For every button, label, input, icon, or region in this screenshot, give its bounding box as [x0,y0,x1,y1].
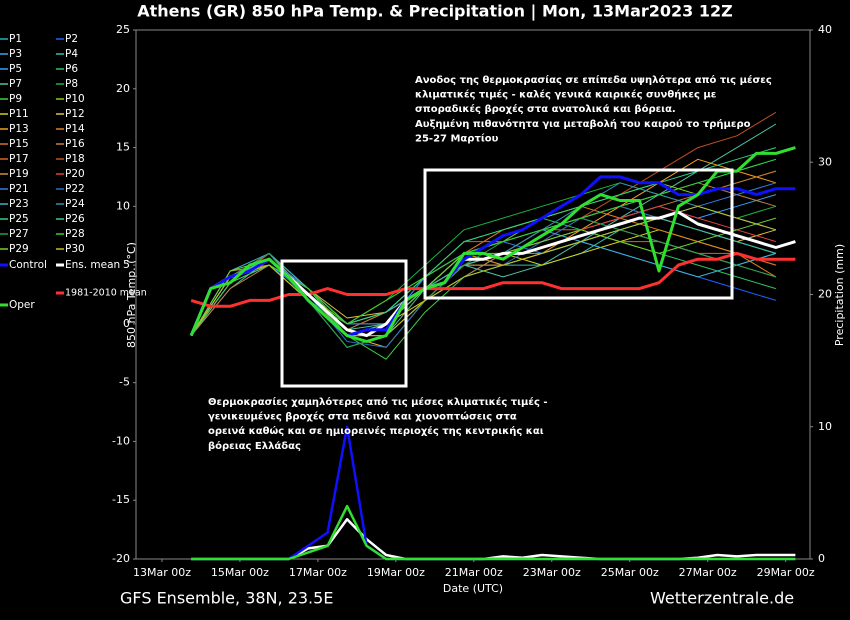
legend-label: P5 [9,63,22,75]
x-tick-label: 23Mar 00z [523,566,581,579]
legend-label: P20 [65,168,85,180]
y2-axis-label: Precipitation (mm) [833,244,846,346]
y-tick-label: 25 [116,23,130,36]
legend-label: P17 [9,153,29,165]
member-line [190,229,777,336]
member-line [190,205,777,348]
legend-label: P11 [9,108,29,120]
x-axis-label: Date (UTC) [443,582,503,595]
y-tick-label: 15 [116,141,130,154]
legend-label: P19 [9,168,29,180]
x-tick-label: 15Mar 00z [211,566,269,579]
legend-label: Control [9,259,47,271]
legend-label: P28 [65,228,85,240]
y-tick-label: -10 [112,434,130,447]
legend-label: P1 [9,33,22,45]
x-tick-label: 27Mar 00z [679,566,737,579]
legend-label: Ens. mean [65,259,120,271]
legend-label: P21 [9,183,29,195]
highlight-box [423,168,734,300]
annotation: κλιματικές τιμές - καλές γενικά καιρικές… [415,89,716,101]
annotation: 25-27 Μαρτίου [415,132,499,144]
highlight-box [280,259,408,388]
legend-label: P25 [9,213,29,225]
annotation: βόρειας Ελλάδας [208,440,301,452]
member-line [190,217,777,348]
legend-label: P7 [9,78,22,90]
y2-tick-label: 40 [818,23,832,36]
y-tick-label: -15 [112,493,130,506]
x-tick-label: 17Mar 00z [289,566,347,579]
x-tick-label: 29Mar 00z [757,566,815,579]
member-line [190,217,777,348]
legend-label: P18 [65,153,85,165]
legend-label: P22 [65,183,85,195]
y-tick-label: 10 [116,199,130,212]
annotation: Αυξημένη πιθανότητα για μεταβολή του και… [415,118,751,130]
y2-tick-label: 0 [818,552,825,565]
x-tick-label: 19Mar 00z [367,566,425,579]
legend-label: P10 [65,93,85,105]
legend-label: P2 [65,33,78,45]
y2-tick-label: 10 [818,420,832,433]
precip-line [191,518,796,561]
y2-tick-label: 20 [818,288,832,301]
member-line [190,229,777,336]
annotation: γενικευμένες βροχές στα πεδινά και χιονο… [208,411,517,423]
legend-label: 1981-2010 mean [65,288,147,299]
member-line [190,123,777,337]
x-tick-label: 21Mar 00z [445,566,503,579]
legend-label: P23 [9,198,29,210]
legend-label: P27 [9,228,29,240]
temp-line [190,251,796,308]
y-tick-label: 5 [123,258,130,271]
annotation: Ανοδος της θερμοκρασίας σε επίπεδα υψηλό… [415,74,772,86]
y-tick-label: 20 [116,82,130,95]
legend-label: P30 [65,243,85,255]
legend-label: P26 [65,213,85,225]
legend-label: P24 [65,198,85,210]
y-tick-label: -5 [119,376,130,389]
y-tick-label: -20 [112,552,130,565]
annotation: Θερμοκρασίες χαμηλότερες από τις μέσες κ… [208,396,548,408]
member-line [190,229,777,337]
source-label: GFS Ensemble, 38N, 23.5E [120,589,333,608]
legend-label: P14 [65,123,85,135]
legend-label: P4 [65,48,78,60]
legend-label: P29 [9,243,29,255]
y-axis-label: 850 hPa Temp. (°C) [125,242,138,348]
legend-label: P6 [65,63,78,75]
legend-label: P8 [65,78,78,90]
legend-label: Oper [9,299,35,311]
temp-line [189,146,796,343]
annotation: σποραδικές βροχές στα ανατολικά και βόρε… [415,103,676,115]
precip-line [191,504,796,561]
legend-label: P12 [65,108,85,120]
chart-title: Athens (GR) 850 hPa Temp. & Precipitatio… [137,2,732,22]
legend-label: P9 [9,93,22,105]
legend-label: P13 [9,123,29,135]
legend-label: P3 [9,48,22,60]
member-line [190,229,777,336]
site-label: Wetterzentrale.de [650,589,794,608]
x-tick-label: 13Mar 00z [133,566,191,579]
legend-label: P15 [9,138,29,150]
y-tick-label: 0 [123,317,130,330]
annotation: ορεινά καθώς και σε ημιορεινές περιοχές … [208,425,544,437]
plot-area [189,111,796,561]
x-tick-label: 25Mar 00z [601,566,659,579]
y2-tick-label: 30 [818,155,832,168]
legend-label: P16 [65,138,85,150]
